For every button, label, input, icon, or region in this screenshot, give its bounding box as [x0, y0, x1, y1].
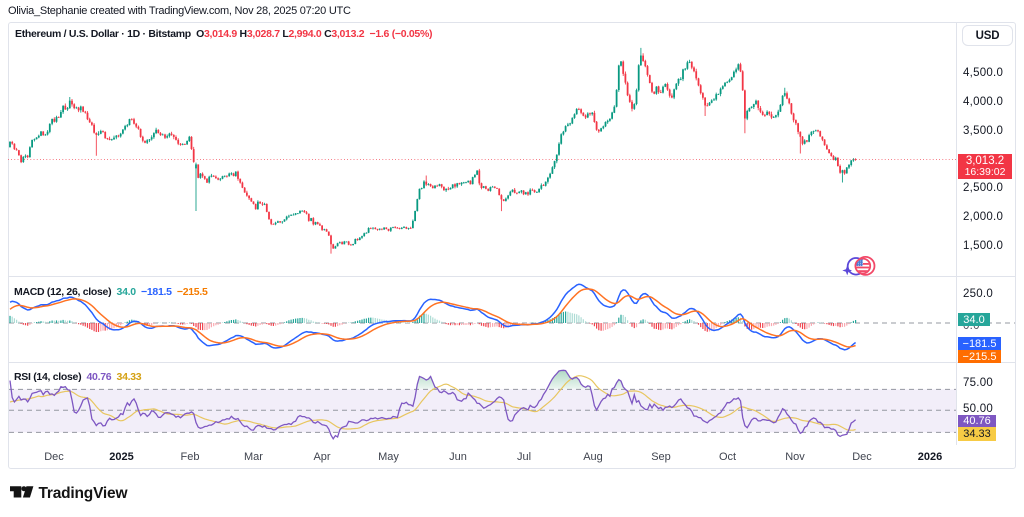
svg-text:TradingView: TradingView [39, 486, 129, 502]
